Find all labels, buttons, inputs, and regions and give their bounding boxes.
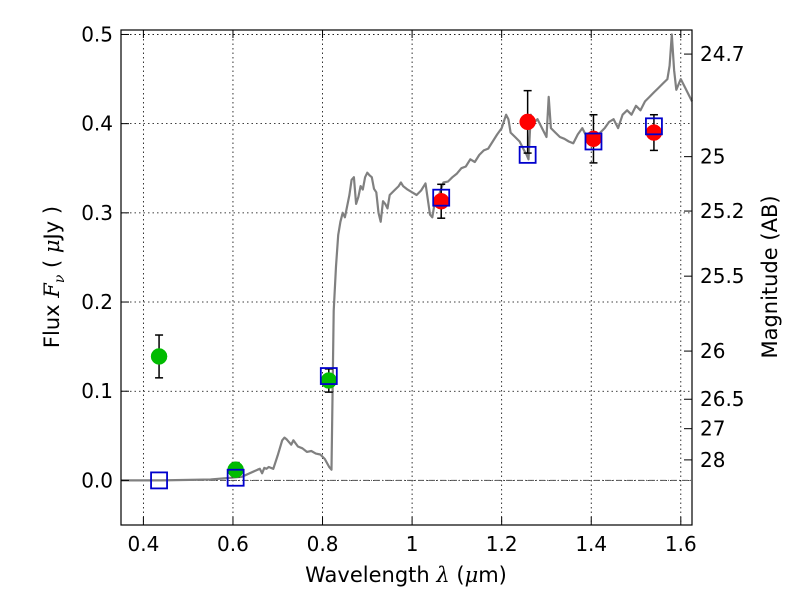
green-data-point [320,372,338,389]
x-tick-label: 0.8 [307,532,339,556]
y-tick-label: 0.3 [81,201,113,225]
magnitude-tick-label: 26.5 [700,387,745,411]
model-photometry-square [226,468,245,487]
magnitude-tick-label: 28 [700,448,725,472]
magnitude-tick-label: 25 [700,145,725,169]
red-data-point [645,124,663,141]
x-tick-label: 1.4 [575,532,607,556]
y-tick-label: 0.1 [81,379,113,403]
y-tick-label: 0.2 [81,290,113,314]
model-photometry-square [319,367,338,385]
model-photometry-square [584,132,603,151]
plot-frame [120,29,693,526]
y-tick-label: 0.5 [81,22,113,46]
magnitude-tick-label: 25.5 [700,264,745,288]
x-tick-label: 1 [406,532,419,556]
grid-lines [121,30,692,525]
magnitude-tick-label: 26 [700,339,725,363]
magnitude-tick-label: 24.7 [700,42,745,66]
magnitude-tick-label: 27 [700,417,725,441]
data-points [150,113,663,478]
model-photometry-square [432,188,451,207]
x-tick-label: 1.6 [665,532,697,556]
x-tick-label: 0.4 [127,532,159,556]
red-data-point [519,113,536,131]
y-tick-label: 0.0 [81,468,113,492]
model-photometry-square [645,117,663,136]
red-data-point [432,192,450,210]
model-photometry-square [518,145,537,164]
model-photometry-square [150,471,168,490]
model-photometry-points [150,117,663,490]
magnitude-tick-label: 25.2 [700,199,745,223]
x-tick-label: 1.2 [486,532,518,556]
axis-ticks: 0.4 0.6 0.8 1 1.2 1.4 1.6 0.0 0.1 0.2 0.3 0.4 0.5 24.… [81,22,744,556]
x-tick-label: 0.6 [217,532,249,556]
x-axis-title: Wavelength λ (μm) [305,563,507,587]
green-data-point [150,348,168,365]
y-tick-label: 0.4 [81,112,113,136]
right-axis-title: Magnitude (AB) [758,195,782,358]
